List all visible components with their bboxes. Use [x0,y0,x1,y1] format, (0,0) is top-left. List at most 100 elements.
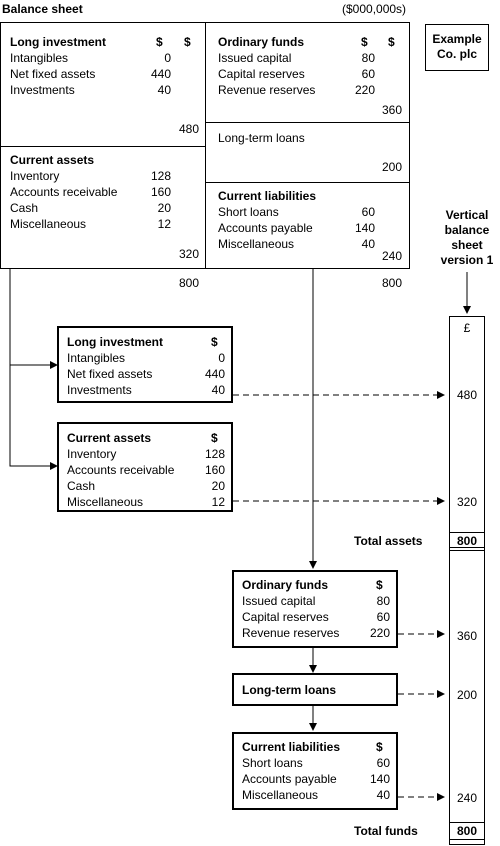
item-label: Investments [10,83,75,97]
section-total: 200 [381,160,402,174]
item-value: 60 [361,205,375,219]
currency-symbol: £ [463,321,471,335]
item-label: Accounts payable [218,221,313,235]
column-header: $ [184,35,191,49]
section-title: Current assets [67,431,152,445]
item-label: Revenue reserves [218,83,316,97]
total-funds-label: Total funds [354,824,418,838]
item-label: Intangibles [67,351,126,365]
section-total: 240 [381,249,402,263]
column-rule [449,532,485,533]
item-value: 440 [204,367,225,381]
column-header: $ [376,740,383,754]
section-title: Current liabilities [242,740,341,754]
section-title: Long investment [10,35,107,49]
left-section-divider [0,146,206,147]
vertical-ordinary-funds-box: Ordinary funds $ Issued capital 80 Capit… [232,570,398,648]
title-line: version 1 [440,253,494,267]
item-label: Cash [10,201,39,215]
item-value: 80 [376,594,390,608]
item-value: 140 [369,772,390,786]
sheet-divider [205,22,206,269]
item-value: 20 [157,201,171,215]
right-grand-total: 800 [381,276,402,290]
column-value-ordinary-funds: 360 [456,629,478,643]
item-label: Net fixed assets [10,67,96,81]
column-rule [449,822,485,823]
item-label: Miscellaneous [242,788,319,802]
company-name-line2: Co. plc [436,47,477,61]
column-value-current-liabilities: 240 [456,791,478,805]
item-value: 440 [150,67,171,81]
item-value: 128 [204,447,225,461]
total-assets-label: Total assets [354,534,423,548]
item-label: Revenue reserves [242,626,340,640]
item-value: 160 [150,185,171,199]
item-value: 0 [218,351,225,365]
item-value: 60 [376,610,390,624]
section-title: Long-term loans [218,131,305,145]
item-label: Accounts payable [242,772,337,786]
section-title: Long-term loans [242,683,337,697]
section-title: Current liabilities [218,189,317,203]
item-label: Accounts receivable [67,463,175,477]
company-name-line1: Example [432,32,482,46]
vertical-current-liabilities-box: Current liabilities $ Short loans 60 Acc… [232,732,398,810]
column-value-total-assets: 800 [456,534,478,548]
item-label: Intangibles [10,51,69,65]
section-total: 480 [178,122,199,136]
section-total: 320 [178,247,199,261]
item-label: Short loans [218,205,279,219]
column-rule [449,839,485,840]
column-value-long-investment: 480 [456,388,478,402]
right-section-divider-1 [205,122,410,123]
item-label: Net fixed assets [67,367,153,381]
vertical-long-term-loans-box: Long-term loans [232,673,398,706]
section-title: Ordinary funds [242,578,329,592]
column-header: $ [376,578,383,592]
column-value-total-funds: 800 [456,824,478,838]
item-label: Capital reserves [218,67,305,81]
item-value: 12 [211,495,225,509]
item-label: Issued capital [242,594,316,608]
column-header: $ [211,335,218,349]
column-rule [449,547,485,548]
column-value-long-term-loans: 200 [456,688,478,702]
vertical-column [449,316,485,845]
item-label: Cash [67,479,96,493]
item-value: 40 [376,788,390,802]
balance-sheet-title: Balance sheet [2,2,83,16]
title-line: balance [444,223,490,237]
item-label: Short loans [242,756,303,770]
item-value: 140 [354,221,375,235]
item-label: Miscellaneous [10,217,87,231]
item-value: 220 [354,83,375,97]
item-value: 40 [211,383,225,397]
column-header: $ [156,35,163,49]
section-title: Ordinary funds [218,35,305,49]
item-label: Inventory [10,169,60,183]
item-label: Capital reserves [242,610,329,624]
item-label: Miscellaneous [67,495,144,509]
vertical-long-investment-box: Long investment $ Intangibles 0 Net fixe… [57,326,233,403]
item-value: 40 [361,237,375,251]
item-label: Accounts receivable [10,185,118,199]
item-value: 60 [361,67,375,81]
item-value: 0 [164,51,171,65]
column-value-current-assets: 320 [456,495,478,509]
item-value: 80 [361,51,375,65]
left-grand-total: 800 [178,276,199,290]
title-line: sheet [451,238,483,252]
left-feeder-line [9,268,58,470]
company-box: Example Co. plc [425,24,489,71]
section-title: Current assets [10,153,95,167]
item-value: 12 [157,217,171,231]
section-total: 360 [381,103,402,117]
item-value: 220 [369,626,390,640]
vertical-current-assets-box: Current assets $ Inventory 128 Accounts … [57,422,233,512]
column-header: $ [361,35,368,49]
item-value: 20 [211,479,225,493]
item-value: 128 [150,169,171,183]
units-label: ($000,000s) [342,2,407,16]
